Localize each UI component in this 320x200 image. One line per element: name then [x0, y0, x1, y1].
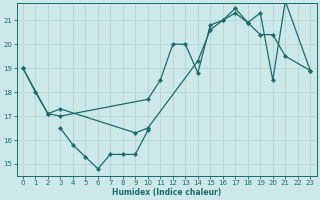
X-axis label: Humidex (Indice chaleur): Humidex (Indice chaleur): [112, 188, 221, 197]
